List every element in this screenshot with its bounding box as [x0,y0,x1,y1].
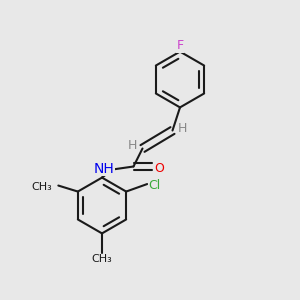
Text: CH₃: CH₃ [92,254,112,264]
Text: NH: NH [94,162,115,176]
Text: CH₃: CH₃ [31,182,52,191]
Text: Cl: Cl [148,179,161,192]
Text: H: H [177,122,187,135]
Text: F: F [176,39,184,52]
Text: O: O [154,161,164,175]
Text: H: H [128,139,138,152]
